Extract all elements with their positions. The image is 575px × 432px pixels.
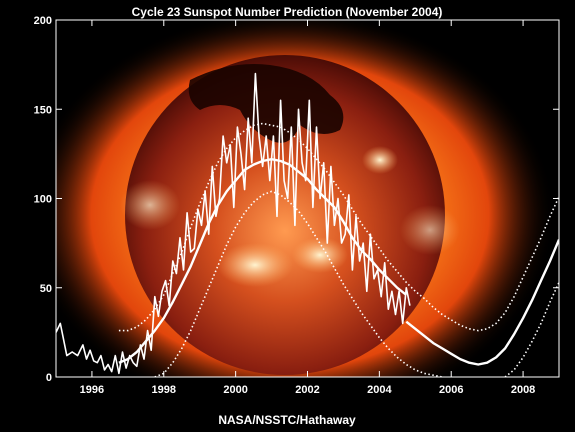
series-line-4 [118,122,559,332]
y-tick-label: 100 [34,194,52,206]
series-line-2 [118,157,408,364]
x-tick-label: 2006 [439,384,463,396]
y-tick-label: 50 [40,283,52,295]
series-layer [56,72,559,377]
series-line-6 [504,282,559,377]
chart-title: Cycle 23 Sunspot Number Prediction (Nove… [132,5,443,19]
x-tick-label: 2002 [295,384,319,396]
sun-background-image [56,20,559,377]
credit-label: NASA/NSSTC/Hathaway [218,413,356,427]
x-tick-label: 2004 [367,384,392,396]
series-line-5 [154,190,443,377]
y-tick-label: 200 [34,15,52,27]
x-tick-label: 2000 [223,384,247,396]
x-tick-label: 2008 [511,384,535,396]
axis-ticks: 1996 1998 2000 2002 2004 2006 2008 0 50 100 150 200 [34,15,559,396]
series-line-3 [405,239,559,366]
x-tick-label: 1996 [80,384,104,396]
y-tick-label: 150 [34,104,52,116]
series-line-1 [56,72,411,375]
y-tick-label: 0 [46,372,52,384]
x-tick-label: 1998 [152,384,176,396]
